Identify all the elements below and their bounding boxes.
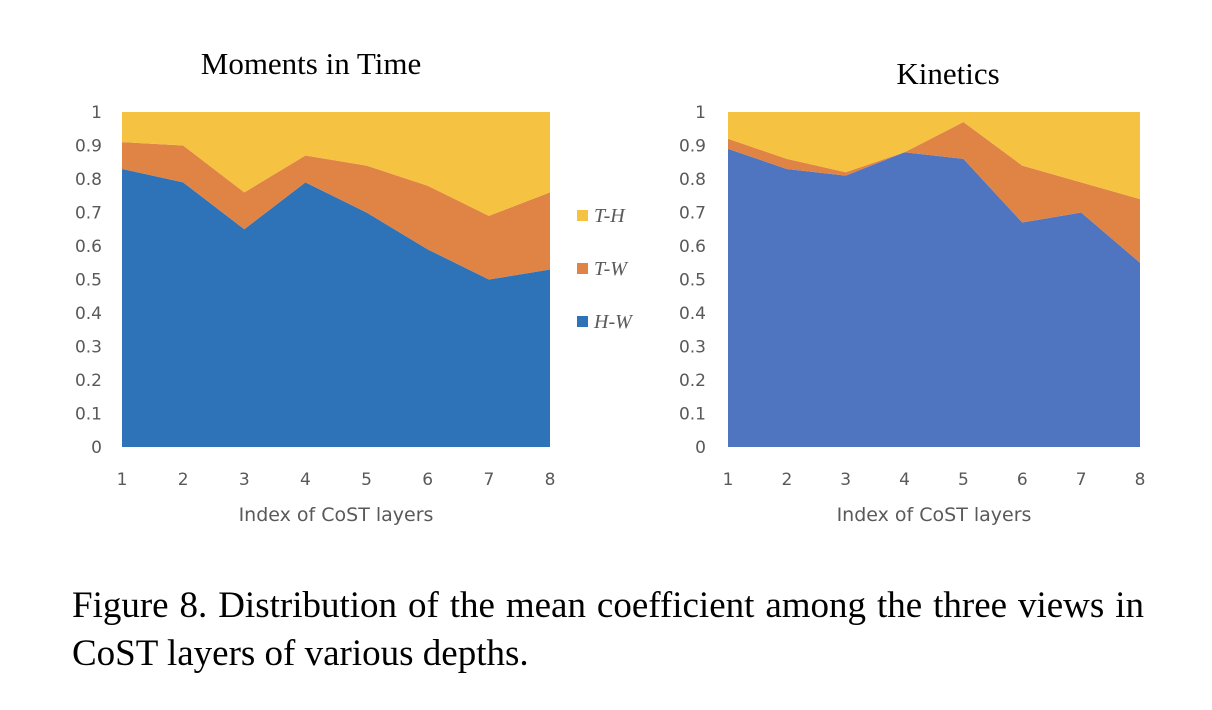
area-series-h-w <box>728 148 1140 447</box>
x-axis-label: Index of CoST layers <box>837 504 1032 526</box>
area-series-t-h <box>728 112 1140 200</box>
chart-title: Kinetics <box>896 56 999 91</box>
area-series-h-w <box>122 168 550 447</box>
y-tick-label: 0.1 <box>75 405 102 425</box>
x-tick-label: 6 <box>1017 470 1028 490</box>
y-tick-label: 0.2 <box>75 371 102 391</box>
x-tick-label: 4 <box>899 470 910 490</box>
x-tick-label: 6 <box>422 470 433 490</box>
y-tick-label: 0.3 <box>75 338 102 358</box>
x-tick-label: 3 <box>239 470 250 490</box>
y-tick-label: 0.9 <box>679 137 706 157</box>
legend-swatch-h-w <box>577 316 588 327</box>
area-series-t-h <box>122 112 550 216</box>
figure-canvas: Moments in Time 0 0.1 0.2 0.3 0.4 0.5 0.6 0.7 0.8… <box>75 46 1145 526</box>
y-tick-label: 0.8 <box>75 170 102 190</box>
x-tick-label: 2 <box>781 470 792 490</box>
chart-title: Moments in Time <box>201 46 422 81</box>
y-tick-label: 0.3 <box>679 338 706 358</box>
x-tick-label: 5 <box>361 470 372 490</box>
y-tick-label: 1 <box>695 103 706 123</box>
y-tick-label: 0.5 <box>679 271 706 291</box>
y-tick-label: 0.5 <box>75 271 102 291</box>
y-tick-label: 0.1 <box>679 405 706 425</box>
area-series-t-w <box>728 122 1140 263</box>
x-tick-label: 7 <box>483 470 494 490</box>
y-tick-label: 0.8 <box>679 170 706 190</box>
x-tick-label: 1 <box>117 470 128 490</box>
legend: T-H T-W H-W <box>577 205 634 333</box>
x-tick-label: 8 <box>1135 470 1146 490</box>
legend-swatch-t-w <box>577 263 588 274</box>
y-tick-label: 0.4 <box>75 304 102 324</box>
chart-moments-in-time: Moments in Time 0 0.1 0.2 0.3 0.4 0.5 0.6 0.7 0.8… <box>75 46 555 526</box>
x-tick-label: 4 <box>300 470 311 490</box>
legend-label-h-w: H-W <box>593 311 634 333</box>
x-tick-label: 7 <box>1076 470 1087 490</box>
y-tick-label: 0 <box>91 438 102 458</box>
y-tick-label: 0.9 <box>75 137 102 157</box>
y-tick-label: 0 <box>695 438 706 458</box>
x-tick-label: 8 <box>545 470 556 490</box>
x-axis-label: Index of CoST layers <box>239 504 434 526</box>
x-tick-label: 3 <box>840 470 851 490</box>
y-tick-label: 0.7 <box>75 204 102 224</box>
y-tick-label: 0.2 <box>679 371 706 391</box>
x-tick-label: 5 <box>958 470 969 490</box>
chart-kinetics: Kinetics 0 0.1 0.2 0.3 0.4 0.5 0.6 0.7 0.8 0.9 1 1 2 3… <box>679 56 1145 526</box>
x-tick-label: 2 <box>178 470 189 490</box>
y-tick-label: 1 <box>91 103 102 123</box>
y-tick-label: 0.7 <box>679 204 706 224</box>
y-tick-label: 0.6 <box>679 237 706 257</box>
y-tick-label: 0.6 <box>75 237 102 257</box>
x-tick-label: 1 <box>723 470 734 490</box>
legend-label-t-h: T-H <box>594 205 626 227</box>
y-tick-label: 0.4 <box>679 304 706 324</box>
legend-label-t-w: T-W <box>594 258 629 280</box>
figure-caption: Figure 8. Distribution of the mean coeff… <box>72 585 1144 674</box>
legend-swatch-t-h <box>577 210 588 221</box>
area-series-t-w <box>122 142 550 280</box>
